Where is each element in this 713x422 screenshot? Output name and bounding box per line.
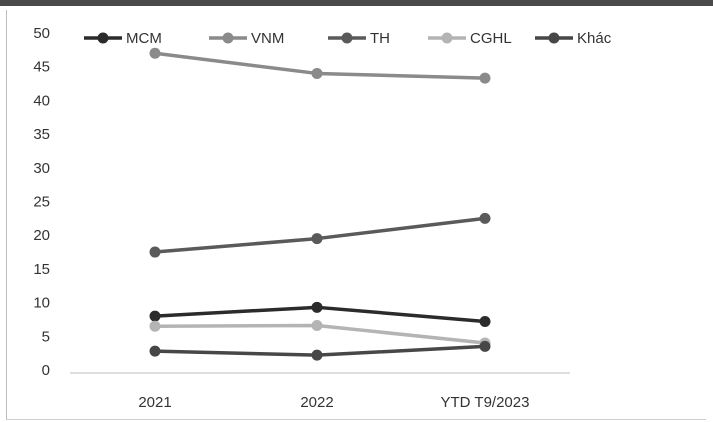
data-point bbox=[311, 349, 323, 361]
data-point bbox=[149, 47, 161, 59]
data-point bbox=[149, 246, 161, 258]
data-point bbox=[311, 233, 323, 245]
legend-marker bbox=[97, 32, 109, 44]
series-layer bbox=[149, 47, 491, 361]
data-point bbox=[479, 72, 491, 84]
legend-marker bbox=[341, 32, 353, 44]
series-khác bbox=[149, 340, 491, 361]
legend-item-vnm: VNM bbox=[209, 30, 284, 47]
y-tick-label: 10 bbox=[33, 295, 50, 312]
data-point bbox=[149, 310, 161, 322]
y-tick-label: 45 bbox=[33, 59, 50, 76]
y-tick-label: 25 bbox=[33, 194, 50, 211]
data-point bbox=[479, 315, 491, 327]
x-tick-label: YTD T9/2023 bbox=[441, 394, 530, 411]
series-mcm bbox=[149, 301, 491, 327]
data-point bbox=[311, 67, 323, 79]
y-tick-label: 50 bbox=[33, 25, 50, 42]
y-tick-label: 0 bbox=[42, 362, 50, 379]
data-point bbox=[311, 301, 323, 313]
legend-marker bbox=[441, 32, 453, 44]
data-point bbox=[149, 345, 161, 357]
legend-item-th: TH bbox=[328, 30, 390, 47]
axes: 0 5 10 15 20 25 30 35 40 45 50 2021 2022 YTD T9/2023 bbox=[33, 25, 570, 411]
legend: MCM VNM TH CGHL Khác bbox=[84, 30, 612, 47]
legend-item-khác: Khác bbox=[535, 30, 612, 47]
legend-label: Khác bbox=[577, 30, 612, 47]
y-tick-label: 35 bbox=[33, 126, 50, 143]
legend-label: TH bbox=[370, 30, 390, 47]
data-point bbox=[479, 212, 491, 224]
data-point bbox=[149, 320, 161, 332]
legend-label: VNM bbox=[251, 30, 284, 47]
legend-marker bbox=[222, 32, 234, 44]
legend-label: CGHL bbox=[470, 30, 512, 47]
series-cghl bbox=[149, 320, 491, 349]
legend-item-cghl: CGHL bbox=[428, 30, 512, 47]
y-tick-label: 5 bbox=[42, 328, 50, 345]
chart-frame bbox=[6, 10, 706, 420]
series-th bbox=[149, 212, 491, 258]
x-tick-label: 2021 bbox=[138, 394, 171, 411]
data-point bbox=[311, 320, 323, 332]
y-tick-label: 20 bbox=[33, 227, 50, 244]
y-tick-label: 40 bbox=[33, 92, 50, 109]
header-strip bbox=[0, 0, 713, 6]
data-point bbox=[479, 340, 491, 352]
y-tick-label: 30 bbox=[33, 160, 50, 177]
series-vnm bbox=[149, 47, 491, 84]
legend-label: MCM bbox=[126, 30, 162, 47]
x-tick-label: 2022 bbox=[300, 394, 333, 411]
y-tick-label: 15 bbox=[33, 261, 50, 278]
legend-item-mcm: MCM bbox=[84, 30, 162, 47]
legend-marker bbox=[548, 32, 560, 44]
